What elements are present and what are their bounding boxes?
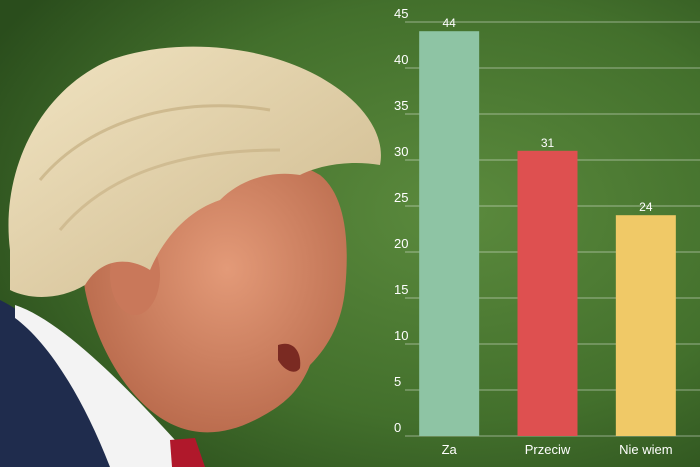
bar-value-label: 31 — [541, 136, 555, 150]
bar-value-label: 24 — [639, 200, 653, 214]
hair-shape — [8, 46, 381, 297]
tie-shape — [170, 438, 205, 467]
y-tick-label: 30 — [394, 144, 408, 159]
y-tick-label: 35 — [394, 98, 408, 113]
x-category-label: Przeciw — [525, 442, 571, 457]
hair-strand — [58, 148, 281, 231]
data-labels: 44 31 24 — [442, 16, 652, 214]
x-category-label: Nie wiem — [619, 442, 672, 457]
hair-strand — [38, 104, 271, 181]
x-category-label: Za — [442, 442, 458, 457]
mouth-shape — [278, 343, 301, 372]
y-tick-label: 45 — [394, 6, 408, 21]
y-tick-label: 5 — [394, 374, 401, 389]
bar-przeciw — [517, 150, 578, 437]
bars — [419, 31, 676, 437]
suit-shape — [0, 300, 110, 467]
y-tick-label: 10 — [394, 328, 408, 343]
shirt-collar — [15, 305, 190, 467]
y-axis-ticks: 0 5 10 15 20 25 30 35 40 45 — [394, 6, 408, 435]
y-tick-label: 25 — [394, 190, 408, 205]
y-tick-label: 0 — [394, 420, 401, 435]
y-tick-label: 20 — [394, 236, 408, 251]
bar-za — [419, 31, 480, 436]
bar-value-label: 44 — [442, 16, 456, 30]
y-tick-label: 40 — [394, 52, 408, 67]
x-axis-labels: Za Przeciw Nie wiem — [442, 442, 673, 457]
bar-nie-wiem — [615, 215, 676, 436]
y-tick-label: 15 — [394, 282, 408, 297]
